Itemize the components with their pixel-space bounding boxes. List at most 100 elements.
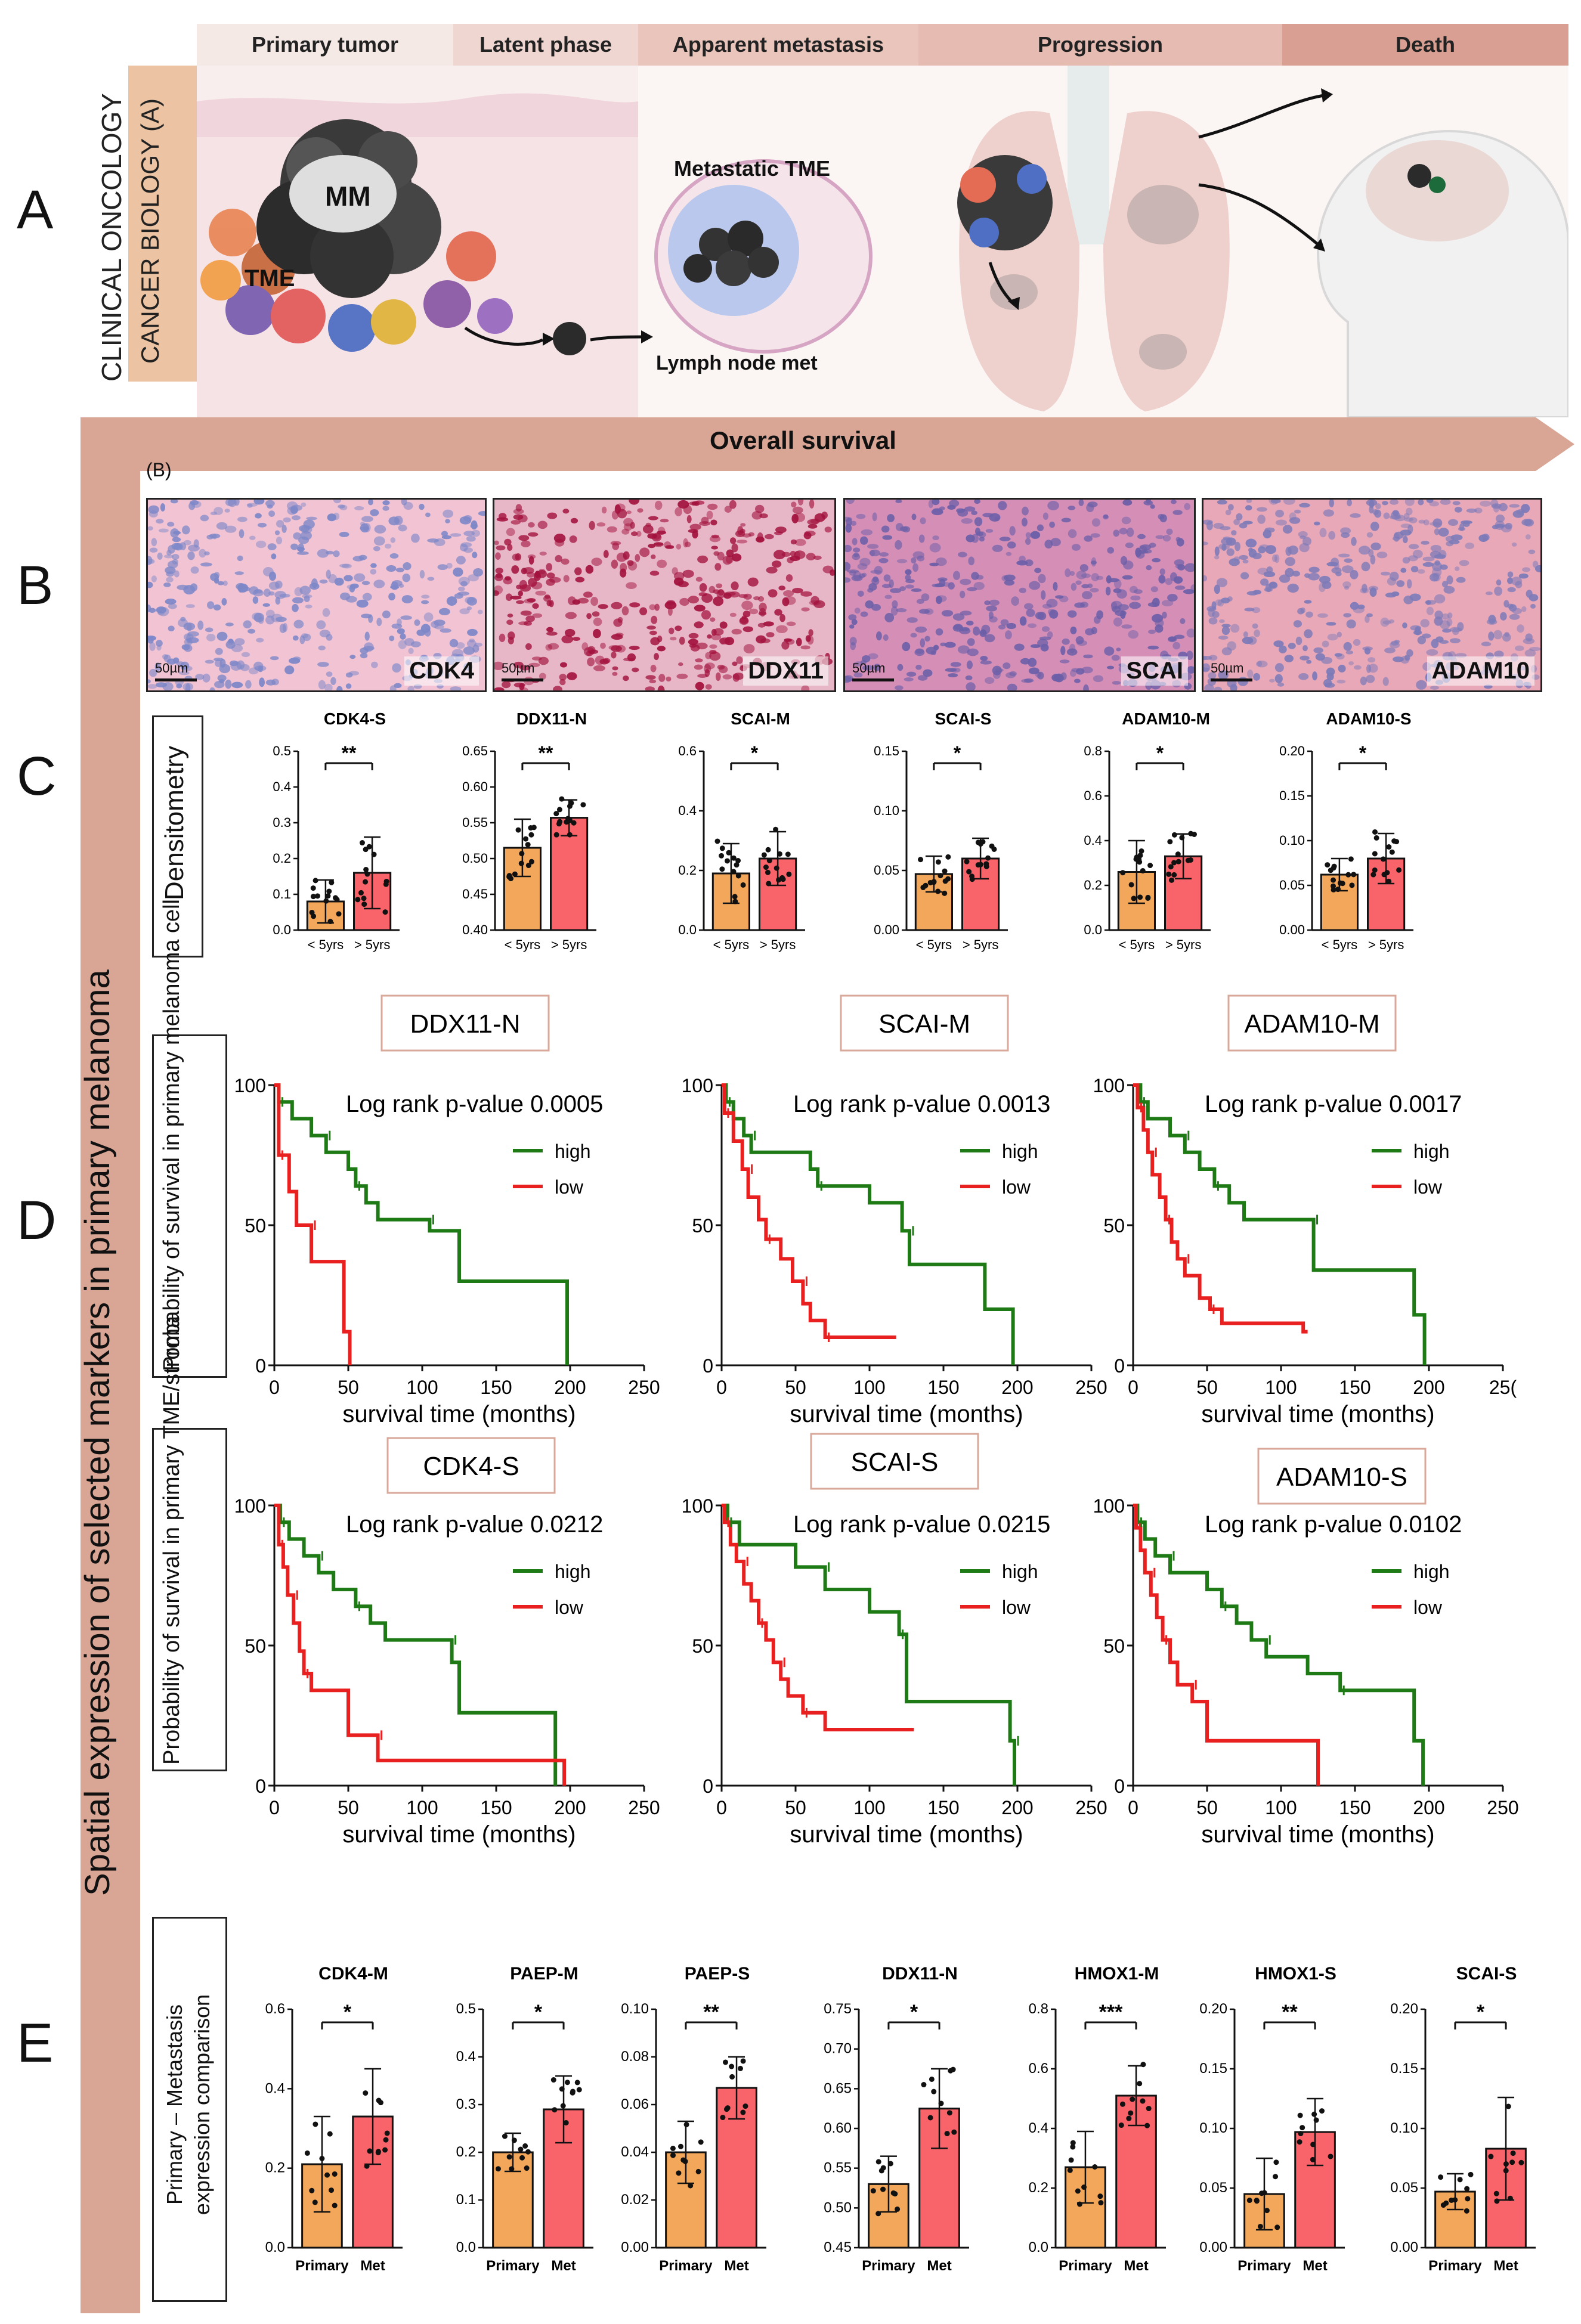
data-point <box>564 2080 570 2086</box>
data-point <box>576 2087 582 2093</box>
data-point <box>309 2187 315 2193</box>
y-tick-label: 0.60 <box>824 2120 852 2136</box>
data-point <box>731 855 737 861</box>
x-tick-label: 50 <box>338 1377 359 1398</box>
data-point <box>966 869 972 875</box>
data-point <box>1273 2159 1279 2165</box>
data-point <box>525 2149 531 2155</box>
data-point <box>1331 877 1336 883</box>
x-tick-label: 100 <box>853 1377 885 1398</box>
x-tick-label: 50 <box>785 1797 806 1818</box>
data-point <box>918 857 924 863</box>
significance-marker: * <box>1477 2001 1485 2024</box>
y-tick-label: 0.4 <box>1084 833 1102 848</box>
y-tick-label: 0.45 <box>462 887 488 901</box>
data-point <box>785 851 791 857</box>
data-point <box>1171 872 1177 878</box>
x-tick-label: 150 <box>1339 1377 1370 1398</box>
significance-marker: * <box>1359 742 1367 764</box>
chart-title: SCAI-M <box>731 709 790 728</box>
km-title-box <box>1257 1448 1427 1505</box>
data-point <box>1328 2153 1334 2159</box>
category-label: Primary <box>295 2258 349 2274</box>
category-label: > 5yrs <box>760 937 796 952</box>
data-point <box>550 2077 556 2083</box>
data-point <box>1145 895 1151 901</box>
y-tick-label: 0.20 <box>1279 743 1305 758</box>
data-point <box>1264 2208 1270 2214</box>
panel-c-charts: CDK4-S0.00.10.20.30.40.5< 5yrs > 5yrs**DD… <box>273 709 1413 952</box>
stage-apparent-metastasis: Apparent metastasis <box>638 24 918 66</box>
data-point <box>1131 895 1137 901</box>
y-tick-label: 0 <box>703 1355 713 1377</box>
data-point <box>1310 2142 1316 2148</box>
log-rank-pvalue: Log rank p-value 0.0212 <box>346 1511 603 1538</box>
scale-bar <box>1211 678 1252 681</box>
y-tick-label: 0.10 <box>1199 2120 1227 2136</box>
data-point <box>1274 2224 1280 2230</box>
data-point <box>309 909 315 915</box>
category-label: > 5yrs <box>551 937 587 952</box>
y-tick-label: 0.8 <box>1029 2001 1048 2017</box>
y-tick-label: 50 <box>1103 1635 1125 1657</box>
bar-chart-paep-m: PAEP-M 0.0 0.1 0.2 0.3 0.4 0.5 Primary Met * <box>456 1964 593 2274</box>
data-point <box>1140 868 1146 874</box>
category-label: Primary <box>486 2258 540 2274</box>
legend-label-low: low <box>1002 1597 1031 1618</box>
x-tick-label: 100 <box>406 1377 438 1398</box>
category-label: < 5yrs <box>505 937 541 952</box>
bar-chart-ddx11-n: DDX11-N 0.40 0.45 0.50 0.55 0.60 0.65 < 5yrs > 5… <box>462 709 596 952</box>
data-point <box>325 893 331 899</box>
data-point <box>361 901 367 907</box>
data-point <box>1175 859 1181 864</box>
data-point <box>509 2166 515 2172</box>
data-point <box>1335 887 1341 893</box>
data-point <box>683 2122 689 2128</box>
data-point <box>1373 835 1379 841</box>
x-tick-label: 200 <box>554 1797 586 1818</box>
histology-image-scai: 50µm SCAI <box>843 498 1196 692</box>
y-tick-label: 0.55 <box>824 2160 852 2176</box>
data-point <box>333 895 339 901</box>
category-label: < 5yrs <box>308 937 344 952</box>
data-point <box>382 909 388 915</box>
data-point <box>1075 2188 1081 2194</box>
data-point <box>1319 2108 1325 2114</box>
significance-marker: * <box>910 2001 918 2024</box>
data-point <box>969 873 975 879</box>
histology-texture <box>148 500 485 690</box>
data-point <box>735 873 741 879</box>
data-point <box>329 879 335 885</box>
y-tick-label: 0.70 <box>824 2041 852 2057</box>
data-point <box>1128 2110 1134 2116</box>
data-point <box>1381 872 1387 878</box>
data-point <box>1068 2157 1074 2163</box>
data-point <box>780 876 786 882</box>
y-tick-label: 100 <box>234 1075 266 1096</box>
y-tick-label: 50 <box>245 1215 266 1237</box>
data-point <box>983 863 989 869</box>
data-point <box>766 881 772 887</box>
panel-d-charts: 0 50 100 0 50 100 150 200 250 survival time (mont… <box>234 994 1519 1848</box>
y-tick-label: 0.00 <box>1279 922 1305 937</box>
data-point <box>313 878 318 884</box>
x-tick-label: 0 <box>716 1797 727 1818</box>
y-tick-label: 0.4 <box>456 2049 476 2065</box>
km-title: SCAI-S <box>851 1448 939 1477</box>
km-title: DDX11-N <box>410 1009 520 1039</box>
y-tick-label: 0.4 <box>265 2080 285 2096</box>
data-point <box>931 879 937 885</box>
chart-title: ADAM10-M <box>1122 709 1210 728</box>
y-tick-label: 0.00 <box>1390 2239 1418 2255</box>
panel-letter-c: C <box>17 746 57 807</box>
data-point <box>358 890 364 895</box>
legend-label-low: low <box>555 1176 584 1198</box>
x-tick-label: 150 <box>1339 1797 1370 1818</box>
category-label: > 5yrs <box>1368 937 1404 952</box>
data-point <box>314 893 320 899</box>
data-point <box>1092 2164 1098 2170</box>
histology-label: DDX11 <box>743 656 828 686</box>
x-tick-label: 50 <box>785 1377 806 1398</box>
data-point <box>742 2103 748 2109</box>
data-point <box>371 851 377 857</box>
